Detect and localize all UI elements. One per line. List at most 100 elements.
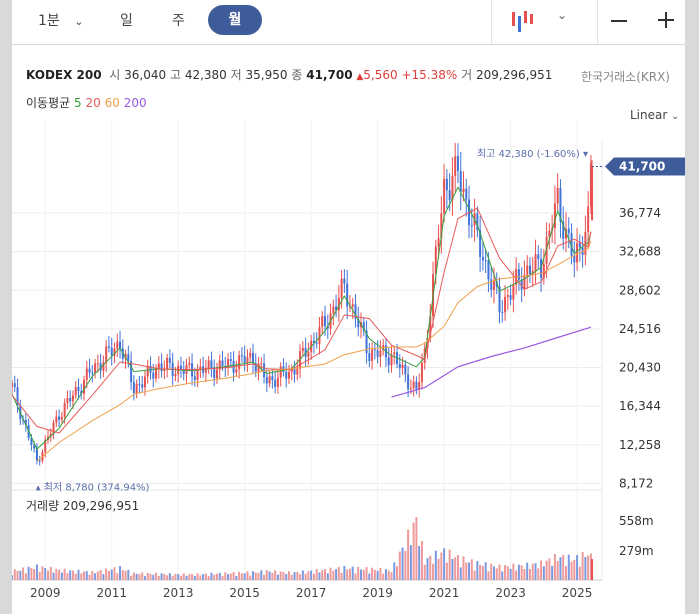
candle-body — [251, 352, 254, 364]
zoom-out-icon[interactable] — [610, 12, 628, 30]
volume-bar — [362, 569, 365, 580]
candle-body — [404, 364, 407, 375]
volume-bar — [573, 559, 576, 580]
candle-body — [407, 374, 410, 390]
volume-bar — [160, 573, 163, 580]
candle-body — [564, 228, 567, 239]
volume-tick-label: 279m — [619, 544, 654, 558]
volume-bar — [473, 570, 476, 580]
candle-body — [498, 286, 501, 313]
tab-week[interactable]: 주 — [172, 13, 185, 29]
volume-bar — [121, 570, 124, 580]
candle-body — [390, 354, 393, 366]
candle-body — [204, 367, 207, 373]
volume-bar — [191, 574, 194, 580]
chart-type-dropdown-icon[interactable]: ⌄ — [557, 8, 568, 22]
volume-bar — [127, 569, 130, 580]
volume-bar — [559, 557, 562, 580]
volume-bar — [384, 569, 387, 580]
volume-bar — [243, 573, 246, 580]
volume-bar — [578, 566, 581, 580]
x-tick-label: 2015 — [229, 586, 260, 600]
chevron-down-icon[interactable]: ⌄ — [74, 15, 84, 28]
ma200-line — [391, 326, 592, 398]
candle-body — [276, 377, 279, 387]
candle-body — [16, 387, 19, 406]
volume-bar — [346, 569, 349, 580]
volume-bar — [420, 541, 423, 580]
x-tick-label: 2011 — [96, 586, 127, 600]
y-tick-label: 28,602 — [619, 283, 661, 297]
volume-bar — [454, 557, 457, 580]
volume-bar — [448, 549, 451, 580]
volume-bar — [551, 565, 554, 580]
candle-body — [537, 254, 540, 260]
volume-bar — [246, 571, 249, 580]
candle-body — [105, 346, 108, 363]
volume-bar — [459, 567, 462, 580]
volume-bar — [232, 572, 235, 580]
candle-body — [188, 363, 191, 365]
candle-body — [401, 364, 404, 369]
x-tick-label: 2013 — [163, 586, 194, 600]
candle-body — [443, 178, 446, 214]
volume-bar — [495, 568, 498, 580]
volume-bar — [213, 574, 216, 580]
candle-body — [512, 284, 515, 300]
volume-bar — [540, 560, 543, 580]
candle-body — [335, 306, 338, 311]
candle-body — [130, 361, 133, 383]
volume-bar — [390, 572, 393, 580]
volume-bar — [409, 545, 412, 580]
candle-body — [534, 254, 537, 271]
volume-bar — [60, 572, 63, 580]
volume-bar — [124, 570, 127, 580]
volume-bar — [429, 555, 432, 580]
candle-body — [152, 372, 155, 379]
high-value: 42,380 — [184, 68, 227, 82]
volume-bar — [110, 569, 113, 580]
volume-bar — [138, 574, 141, 580]
candle-body — [454, 156, 457, 176]
candle-body — [420, 362, 423, 383]
candlestick-chart-type-icon[interactable] — [509, 8, 535, 34]
candle-body — [584, 231, 587, 255]
candle-body — [218, 360, 221, 370]
price-chart[interactable]: 41,700 36,774 32,688 28,602 24,516 20,430 16,3… — [12, 0, 685, 614]
candle-body — [71, 395, 74, 402]
scale-mode-dropdown[interactable]: Linear ⌄ — [630, 108, 680, 122]
candle-body — [96, 363, 99, 365]
candle-body — [470, 225, 473, 227]
candle-body — [440, 213, 443, 239]
volume-title: 거래량 209,296,951 — [26, 499, 140, 513]
candle-body — [434, 246, 437, 275]
y-tick-label: 20,430 — [619, 361, 661, 375]
volume-bar — [440, 552, 443, 580]
volume-bar — [515, 570, 518, 580]
volume-bar — [376, 571, 379, 580]
volume-bar — [584, 557, 587, 580]
moving-average-legend[interactable]: 이동평균 5 20 60 200 — [26, 96, 147, 110]
candle-body — [591, 166, 594, 220]
tab-day[interactable]: 일 — [120, 13, 133, 29]
candle-body — [412, 381, 415, 388]
tab-month[interactable]: 월 — [208, 5, 262, 35]
volume-bar — [116, 573, 119, 580]
volume-bar — [556, 560, 559, 580]
candle-body — [556, 188, 559, 204]
volume-bar — [576, 555, 579, 580]
volume-bar — [52, 572, 55, 580]
volume-bar — [490, 563, 493, 580]
zoom-in-icon[interactable] — [657, 11, 675, 29]
candle-body — [193, 376, 196, 380]
volume-bar — [260, 570, 263, 580]
candle-body — [426, 337, 429, 349]
candle-body — [293, 369, 296, 375]
candle-body — [66, 398, 69, 404]
volume-bar — [279, 571, 282, 580]
candle-body — [324, 316, 327, 327]
candle-body — [227, 359, 230, 368]
tab-1min[interactable]: 1분 ⌄ — [38, 13, 84, 29]
volume-bar — [224, 572, 227, 580]
volume-bar — [185, 575, 188, 580]
